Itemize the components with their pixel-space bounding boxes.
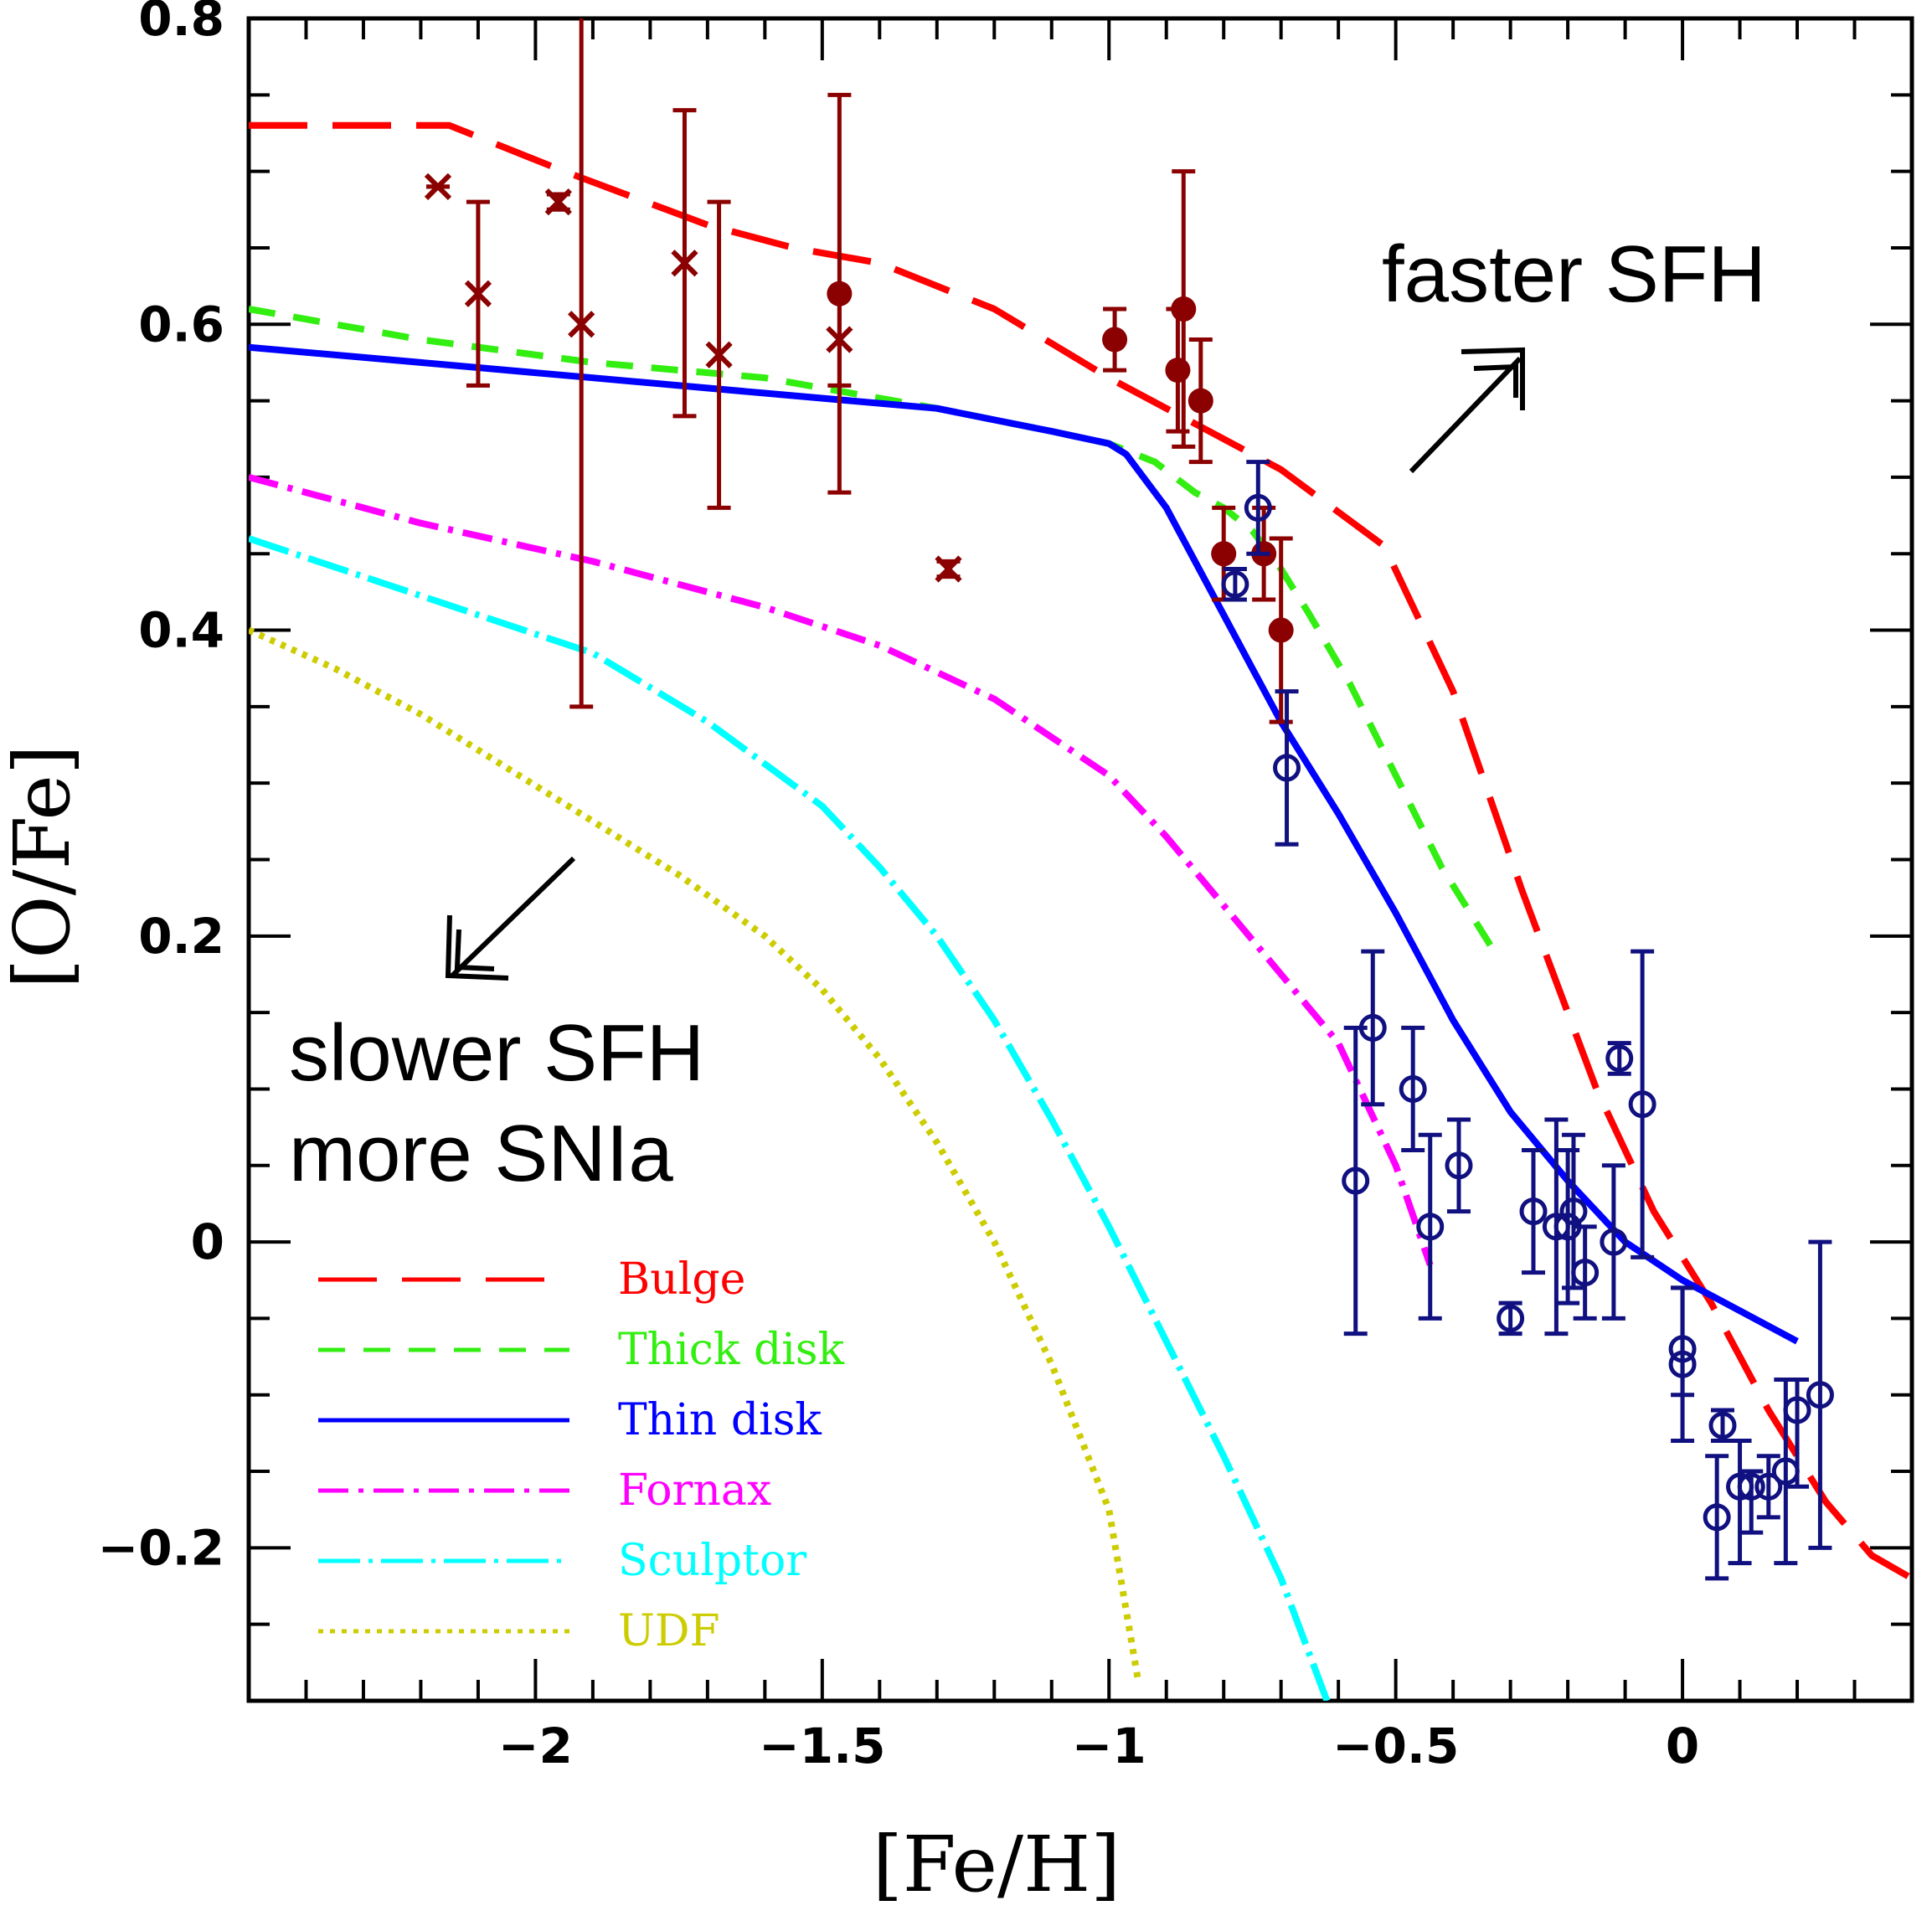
series-thick-disk	[249, 306, 1502, 961]
series-bulge	[249, 121, 1912, 1582]
open-point	[1342, 1167, 1370, 1195]
annotation-faster-sfh: faster SFH	[1382, 229, 1766, 319]
open-point	[1783, 1396, 1811, 1424]
x-tick-label: −1	[1072, 1718, 1146, 1774]
model-curves	[249, 121, 1912, 1701]
open-point	[1519, 1197, 1548, 1226]
open-point	[1221, 570, 1249, 599]
series-thin-disk	[249, 343, 1799, 1345]
filled-point	[1268, 617, 1294, 643]
open-point	[1399, 1074, 1427, 1103]
cross-point	[671, 250, 698, 277]
open-point	[1416, 1213, 1445, 1241]
x-tick-label: −1.5	[759, 1718, 885, 1774]
series-sculptor	[249, 535, 1331, 1701]
x-axis-title: [Fe/H]	[873, 1820, 1121, 1909]
x-tick-label: −0.5	[1332, 1718, 1459, 1774]
open-point	[1708, 1411, 1737, 1439]
open-point	[1703, 1503, 1731, 1532]
open-point	[1358, 1013, 1387, 1042]
filled-point	[1171, 296, 1197, 322]
cross-point	[705, 341, 733, 368]
open-point	[1273, 754, 1301, 782]
open-point	[1559, 1197, 1588, 1226]
open-point	[1244, 493, 1272, 522]
open-point	[1571, 1259, 1600, 1287]
y-tick-label: −0.2	[98, 1519, 224, 1576]
filled-point	[1102, 327, 1128, 353]
open-point	[1497, 1304, 1525, 1332]
y-tick-label: 0.8	[138, 0, 224, 47]
y-tick-label: 0.2	[138, 908, 224, 965]
open-point	[1737, 1472, 1765, 1501]
arrow-up-right-icon	[1409, 347, 1525, 474]
cross-point	[544, 188, 572, 216]
open-point	[1628, 1090, 1656, 1119]
legend-label: Sculptor	[618, 1536, 806, 1586]
filled-point	[1165, 358, 1191, 384]
y-tick-label: 0	[191, 1213, 224, 1270]
tick-labels: −2 −1.5 −1 −0.5 0 −0.2 0 0.2 0.4 0.6 0.8	[98, 0, 1700, 1774]
legend-label: Thin disk	[618, 1395, 822, 1445]
open-point	[1754, 1472, 1783, 1501]
cross-point	[424, 173, 452, 201]
open-point	[1668, 1350, 1697, 1378]
open-point	[1600, 1228, 1628, 1256]
x-tick-label: 0	[1666, 1718, 1699, 1774]
series-fornax	[249, 474, 1434, 1266]
legend-label: Fornax	[618, 1465, 771, 1516]
cross-point	[935, 555, 962, 583]
annotation-slower-sfh: slower SFH	[289, 1008, 704, 1098]
legend: Bulge Thick disk Thin disk Fornax Sculptor UD…	[318, 1254, 845, 1656]
arrow-down-left-icon	[445, 856, 576, 981]
annotation-more-snia: more SNIa	[289, 1109, 673, 1198]
legend-label: Thick disk	[618, 1325, 845, 1375]
axis-ticks	[247, 17, 1914, 1702]
y-axis-title: [O/Fe]	[0, 744, 87, 988]
y-tick-label: 0.6	[138, 296, 224, 353]
legend-label: UDF	[618, 1606, 720, 1656]
open-point	[1445, 1151, 1473, 1180]
data-points	[424, 18, 1834, 1581]
cross-point	[464, 280, 492, 307]
filled-point	[827, 281, 853, 306]
filled-point	[1188, 388, 1213, 414]
x-tick-label: −2	[498, 1718, 573, 1774]
filled-point	[1211, 541, 1237, 567]
legend-label: Bulge	[618, 1254, 745, 1305]
y-tick-label: 0.4	[138, 602, 224, 659]
open-point	[1806, 1381, 1834, 1409]
open-point	[1605, 1044, 1634, 1073]
cross-point	[568, 311, 595, 338]
